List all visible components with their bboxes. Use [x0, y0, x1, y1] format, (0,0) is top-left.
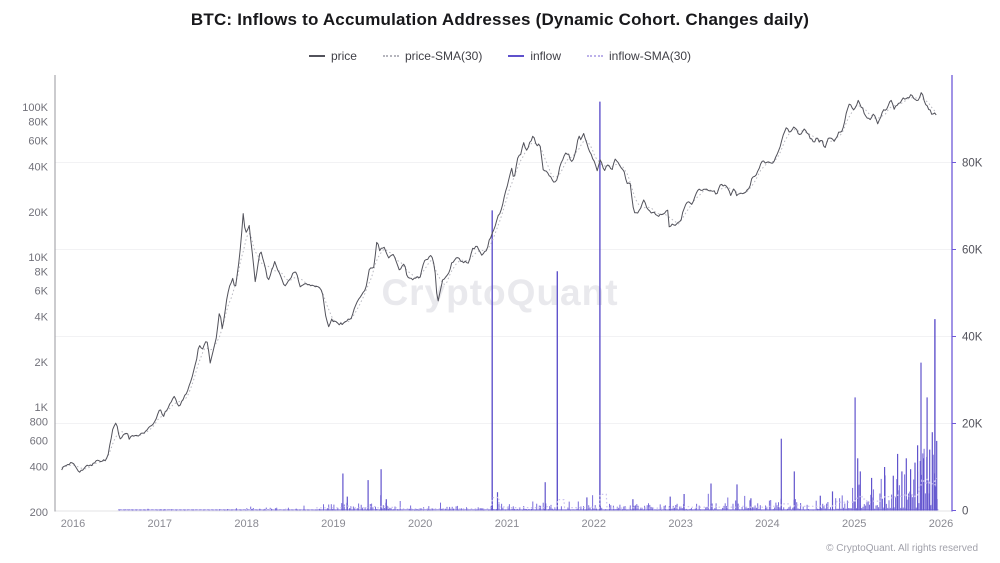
legend-item-price-sma-30-[interactable]: price-SMA(30)	[382, 49, 483, 63]
chart-title: BTC: Inflows to Accumulation Addresses (…	[190, 10, 810, 29]
x-axis-year-label: 2026	[929, 518, 953, 530]
dotted-line-swatch-icon	[587, 55, 604, 57]
axes	[54, 75, 953, 512]
legend-item-label: inflow	[530, 49, 562, 63]
x-axis-year-label: 2018	[234, 518, 258, 530]
legend-item-label: inflow-SMA(30)	[609, 49, 692, 63]
left-axis-tick-label: 60K	[28, 135, 48, 147]
dotted-line-swatch-icon	[382, 55, 399, 57]
right-axis-tick-label: 60K	[962, 245, 983, 257]
price-line	[61, 92, 937, 473]
inflow-sma-line	[121, 477, 938, 511]
legend-item-label: price	[330, 49, 357, 63]
left-axis-tick-label: 800	[30, 417, 48, 429]
right-axis-tick-label: 0	[962, 506, 968, 518]
left-axis-tick-label: 6K	[35, 285, 49, 297]
legend-item-inflow[interactable]: inflow	[508, 49, 561, 63]
watermark: CryptoQuant	[0, 272, 1000, 314]
left-axis-tick-label: 8K	[35, 267, 49, 279]
solid-line-swatch-icon	[308, 55, 325, 57]
x-axis-year-label: 2025	[842, 518, 866, 530]
left-axis-tick-label: 200	[30, 507, 48, 519]
solid-line-swatch-icon	[508, 55, 525, 57]
legend: price price-SMA(30) inflow inflow-SMA(30)	[0, 49, 1000, 63]
x-axis-year-label: 2016	[61, 518, 85, 530]
left-axis-tick-label: 80K	[28, 117, 48, 129]
legend-item-price[interactable]: price	[308, 49, 357, 63]
right-axis-tick-label: 80K	[962, 158, 983, 170]
chart-plot-area[interactable]	[55, 75, 952, 511]
left-axis-tick-label: 10K	[28, 252, 48, 264]
price-sma-line	[61, 96, 937, 470]
x-axis-year-label: 2023	[668, 518, 692, 530]
x-axis-year-label: 2022	[582, 518, 606, 530]
x-axis-year-label: 2021	[495, 518, 519, 530]
x-axis-year-label: 2020	[408, 518, 432, 530]
right-axis-labels: 0 20K 40K 60K 80K	[952, 158, 983, 518]
left-axis-tick-label: 1K	[35, 402, 49, 414]
left-axis-tick-label: 100K	[22, 102, 48, 114]
left-axis-tick-label: 400	[30, 462, 48, 474]
x-axis-year-label: 2019	[321, 518, 345, 530]
left-axis-tick-label: 600	[30, 435, 48, 447]
legend-item-inflow-sma-30-[interactable]: inflow-SMA(30)	[587, 49, 691, 63]
x-axis-labels: 2016 2017 2018 2019 2020 2021 2022 2023 2024 2025…	[61, 518, 953, 530]
right-axis-tick-label: 20K	[962, 419, 983, 431]
x-axis-year-label: 2017	[148, 518, 172, 530]
left-axis-labels: 100K 80K 60K 40K 20K 10K 8K 6K 4K 2K 1K 800 600 400 20…	[22, 102, 48, 519]
left-axis-tick-label: 20K	[28, 207, 48, 219]
copyright-text: © CryptoQuant. All rights reserved	[826, 543, 978, 554]
left-axis-tick-label: 40K	[28, 162, 48, 174]
left-axis-tick-label: 4K	[35, 312, 49, 324]
gridlines	[55, 162, 952, 512]
x-axis-year-label: 2024	[755, 518, 779, 530]
left-axis-tick-label: 2K	[35, 357, 49, 369]
right-axis-tick-label: 40K	[962, 332, 983, 344]
inflow-spikes	[342, 101, 938, 511]
legend-item-label: price-SMA(30)	[404, 49, 483, 63]
